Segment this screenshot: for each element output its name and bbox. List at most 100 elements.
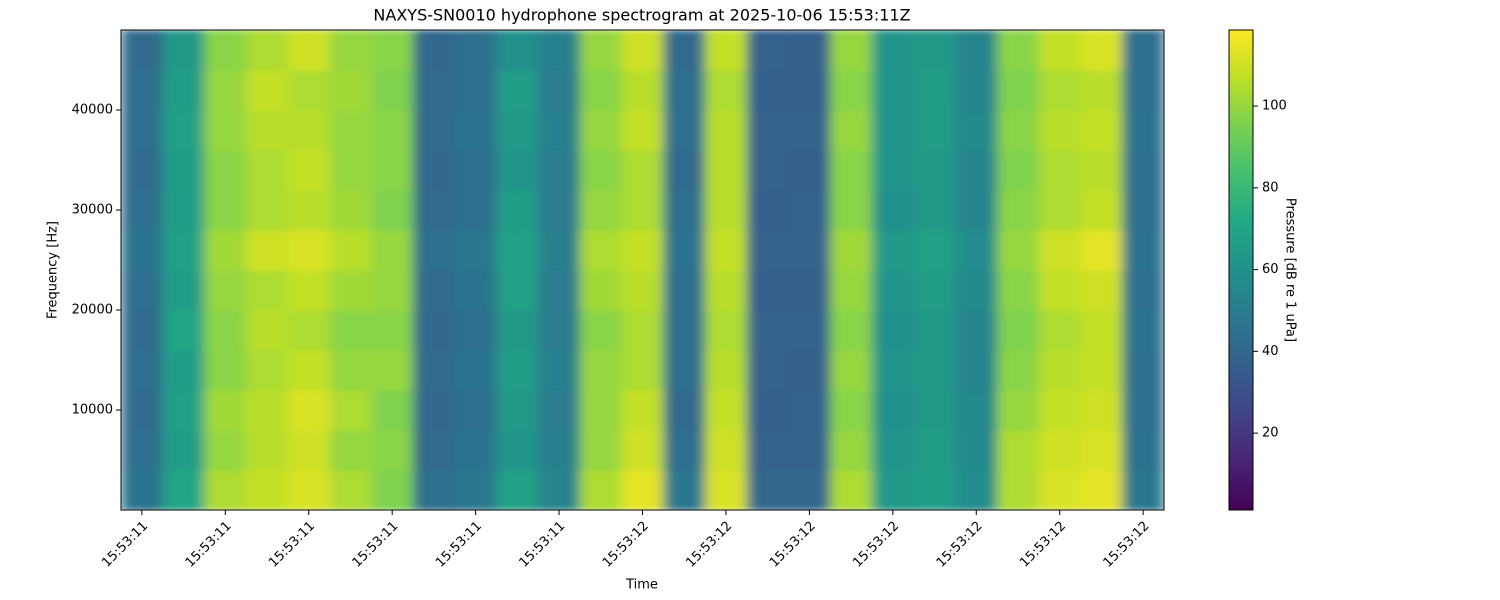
heatmap-cell [1080, 350, 1123, 391]
heatmap-cell [788, 150, 831, 191]
plot-area [121, 30, 1164, 510]
heatmap-cell [204, 310, 247, 351]
heatmap-cell [329, 190, 372, 231]
heatmap-cell [329, 70, 372, 111]
heatmap-cell [1122, 390, 1164, 431]
heatmap-cell [830, 230, 873, 271]
heatmap-cell [579, 310, 623, 351]
heatmap-cell [663, 310, 706, 351]
heatmap-cell [204, 190, 247, 231]
heatmap-cell [830, 310, 873, 351]
heatmap-cell [538, 30, 581, 71]
heatmap-cell [746, 30, 790, 71]
heatmap-cell [121, 190, 164, 231]
heatmap-cell [997, 350, 1040, 391]
heatmap-cell [871, 190, 915, 231]
heatmap-cell [705, 30, 748, 71]
heatmap-cell [705, 230, 748, 271]
heatmap-cell [496, 70, 539, 111]
heatmap-cell [454, 430, 498, 471]
heatmap-cell [746, 270, 790, 311]
heatmap-cell [788, 30, 831, 71]
heatmap-cell [621, 230, 664, 271]
heatmap-cell [788, 390, 831, 431]
heatmap-cell [579, 430, 623, 471]
heatmap-cell [788, 270, 831, 311]
heatmap-cell [579, 350, 623, 391]
heatmap-cell [1080, 110, 1123, 151]
heatmap-cell [538, 70, 581, 111]
heatmap-cell [454, 390, 498, 431]
heatmap-cell [371, 110, 414, 151]
heatmap-cell [287, 150, 331, 191]
heatmap-cell [913, 390, 956, 431]
heatmap-cell [788, 350, 831, 391]
heatmap-cell [246, 470, 289, 510]
heatmap-cell [371, 70, 414, 111]
heatmap-cell [246, 310, 289, 351]
heatmap-cell [621, 190, 664, 231]
heatmap-cell [204, 230, 247, 271]
heatmap-cell [746, 150, 790, 191]
heatmap-cell [246, 110, 289, 151]
heatmap-cell [705, 430, 748, 471]
heatmap-cell [830, 470, 873, 510]
colorbar-tick-label: 80 [1262, 180, 1279, 195]
heatmap-cell [329, 390, 372, 431]
heatmap-cell [121, 310, 164, 351]
heatmap-cell [705, 350, 748, 391]
heatmap-cell [413, 390, 456, 431]
heatmap-cell [454, 350, 498, 391]
heatmap-cell [579, 110, 623, 151]
heatmap-cell [246, 30, 289, 71]
heatmap-cell [1122, 30, 1164, 71]
heatmap-cell [538, 350, 581, 391]
heatmap-cell [955, 270, 998, 311]
heatmap-cell [663, 70, 706, 111]
heatmap-cell [287, 190, 331, 231]
heatmap-cell [287, 310, 331, 351]
heatmap-cell [621, 110, 664, 151]
heatmap-cell [705, 70, 748, 111]
heatmap-cell [1122, 230, 1164, 271]
heatmap-cell [162, 110, 206, 151]
heatmap-cell [1122, 150, 1164, 191]
heatmap-cell [621, 70, 664, 111]
heatmap-cell [496, 30, 539, 71]
heatmap-cell [955, 430, 998, 471]
y-tick-label: 10000 [72, 403, 113, 418]
heatmap-cell [955, 390, 998, 431]
heatmap-cell [955, 150, 998, 191]
heatmap-cell [997, 230, 1040, 271]
heatmap-cell [371, 350, 414, 391]
heatmap-cell [830, 190, 873, 231]
heatmap-cell [1080, 30, 1123, 71]
heatmap-cell [371, 230, 414, 271]
heatmap-cell [162, 430, 206, 471]
heatmap-cell [204, 30, 247, 71]
heatmap-cell [1122, 310, 1164, 351]
heatmap-cell [413, 190, 456, 231]
heatmap-cell [413, 270, 456, 311]
chart-title: NAXYS-SN0010 hydrophone spectrogram at 2… [373, 6, 910, 25]
heatmap-cell [705, 190, 748, 231]
y-tick-label: 40000 [72, 103, 113, 118]
heatmap-cell [663, 230, 706, 271]
heatmap-cell [413, 70, 456, 111]
heatmap-cell [454, 310, 498, 351]
heatmap-cell [162, 30, 206, 71]
heatmap-cell [955, 470, 998, 510]
heatmap-cell [788, 230, 831, 271]
heatmap-cell [955, 350, 998, 391]
heatmap-cell [371, 430, 414, 471]
colorbar-label: Pressure [dB re 1 uPa] [1283, 198, 1298, 342]
heatmap-cell [830, 350, 873, 391]
heatmap-cell [997, 30, 1040, 71]
heatmap-cell [1038, 230, 1082, 271]
heatmap-cell [121, 70, 164, 111]
heatmap-cell [329, 310, 372, 351]
heatmap-cell [1038, 470, 1082, 510]
heatmap-cell [162, 270, 206, 311]
heatmap-cell [997, 470, 1040, 510]
heatmap-cell [788, 70, 831, 111]
